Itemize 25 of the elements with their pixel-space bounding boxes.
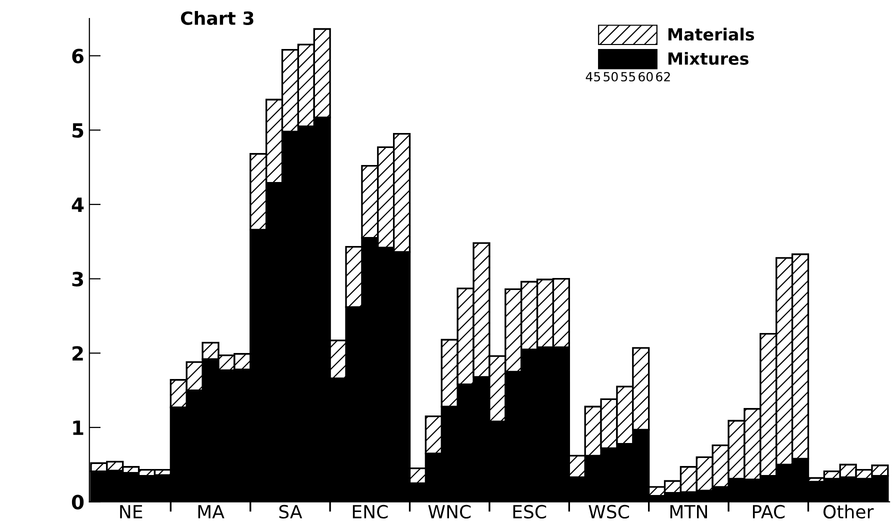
x-tick-label: WNC <box>428 504 471 519</box>
x-tick-label: PAC <box>752 504 785 519</box>
x-tick-label: SA <box>279 504 302 519</box>
x-tick-label: Other <box>823 504 874 519</box>
y-tick-label: 6 <box>72 48 84 64</box>
annotation: 45 <box>586 72 600 82</box>
annotation: 60 <box>638 72 653 82</box>
y-tick-label: 2 <box>72 346 83 360</box>
annotation: 55 <box>621 72 636 82</box>
x-tick-label: MTN <box>670 505 707 518</box>
y-tick-label: 1 <box>73 420 84 435</box>
legend-label: Materials <box>668 28 754 41</box>
x-tick-label: NE <box>120 505 142 518</box>
x-tick-label: MA <box>198 505 224 518</box>
y-tick-label: 4 <box>72 198 84 212</box>
y-tick-label: 3 <box>72 272 83 286</box>
x-tick-label: ESC <box>513 504 546 519</box>
x-tick-label: WSC <box>588 504 629 519</box>
y-tick-label: 5 <box>72 123 84 138</box>
y-tick-label: 0 <box>72 494 84 510</box>
annotation: 62 <box>656 72 670 82</box>
x-tick-label: ENC <box>352 504 388 519</box>
legend-label: Mixtures <box>668 52 748 65</box>
annotation: 50 <box>604 72 618 82</box>
chart-title: Chart 3 <box>180 11 254 26</box>
